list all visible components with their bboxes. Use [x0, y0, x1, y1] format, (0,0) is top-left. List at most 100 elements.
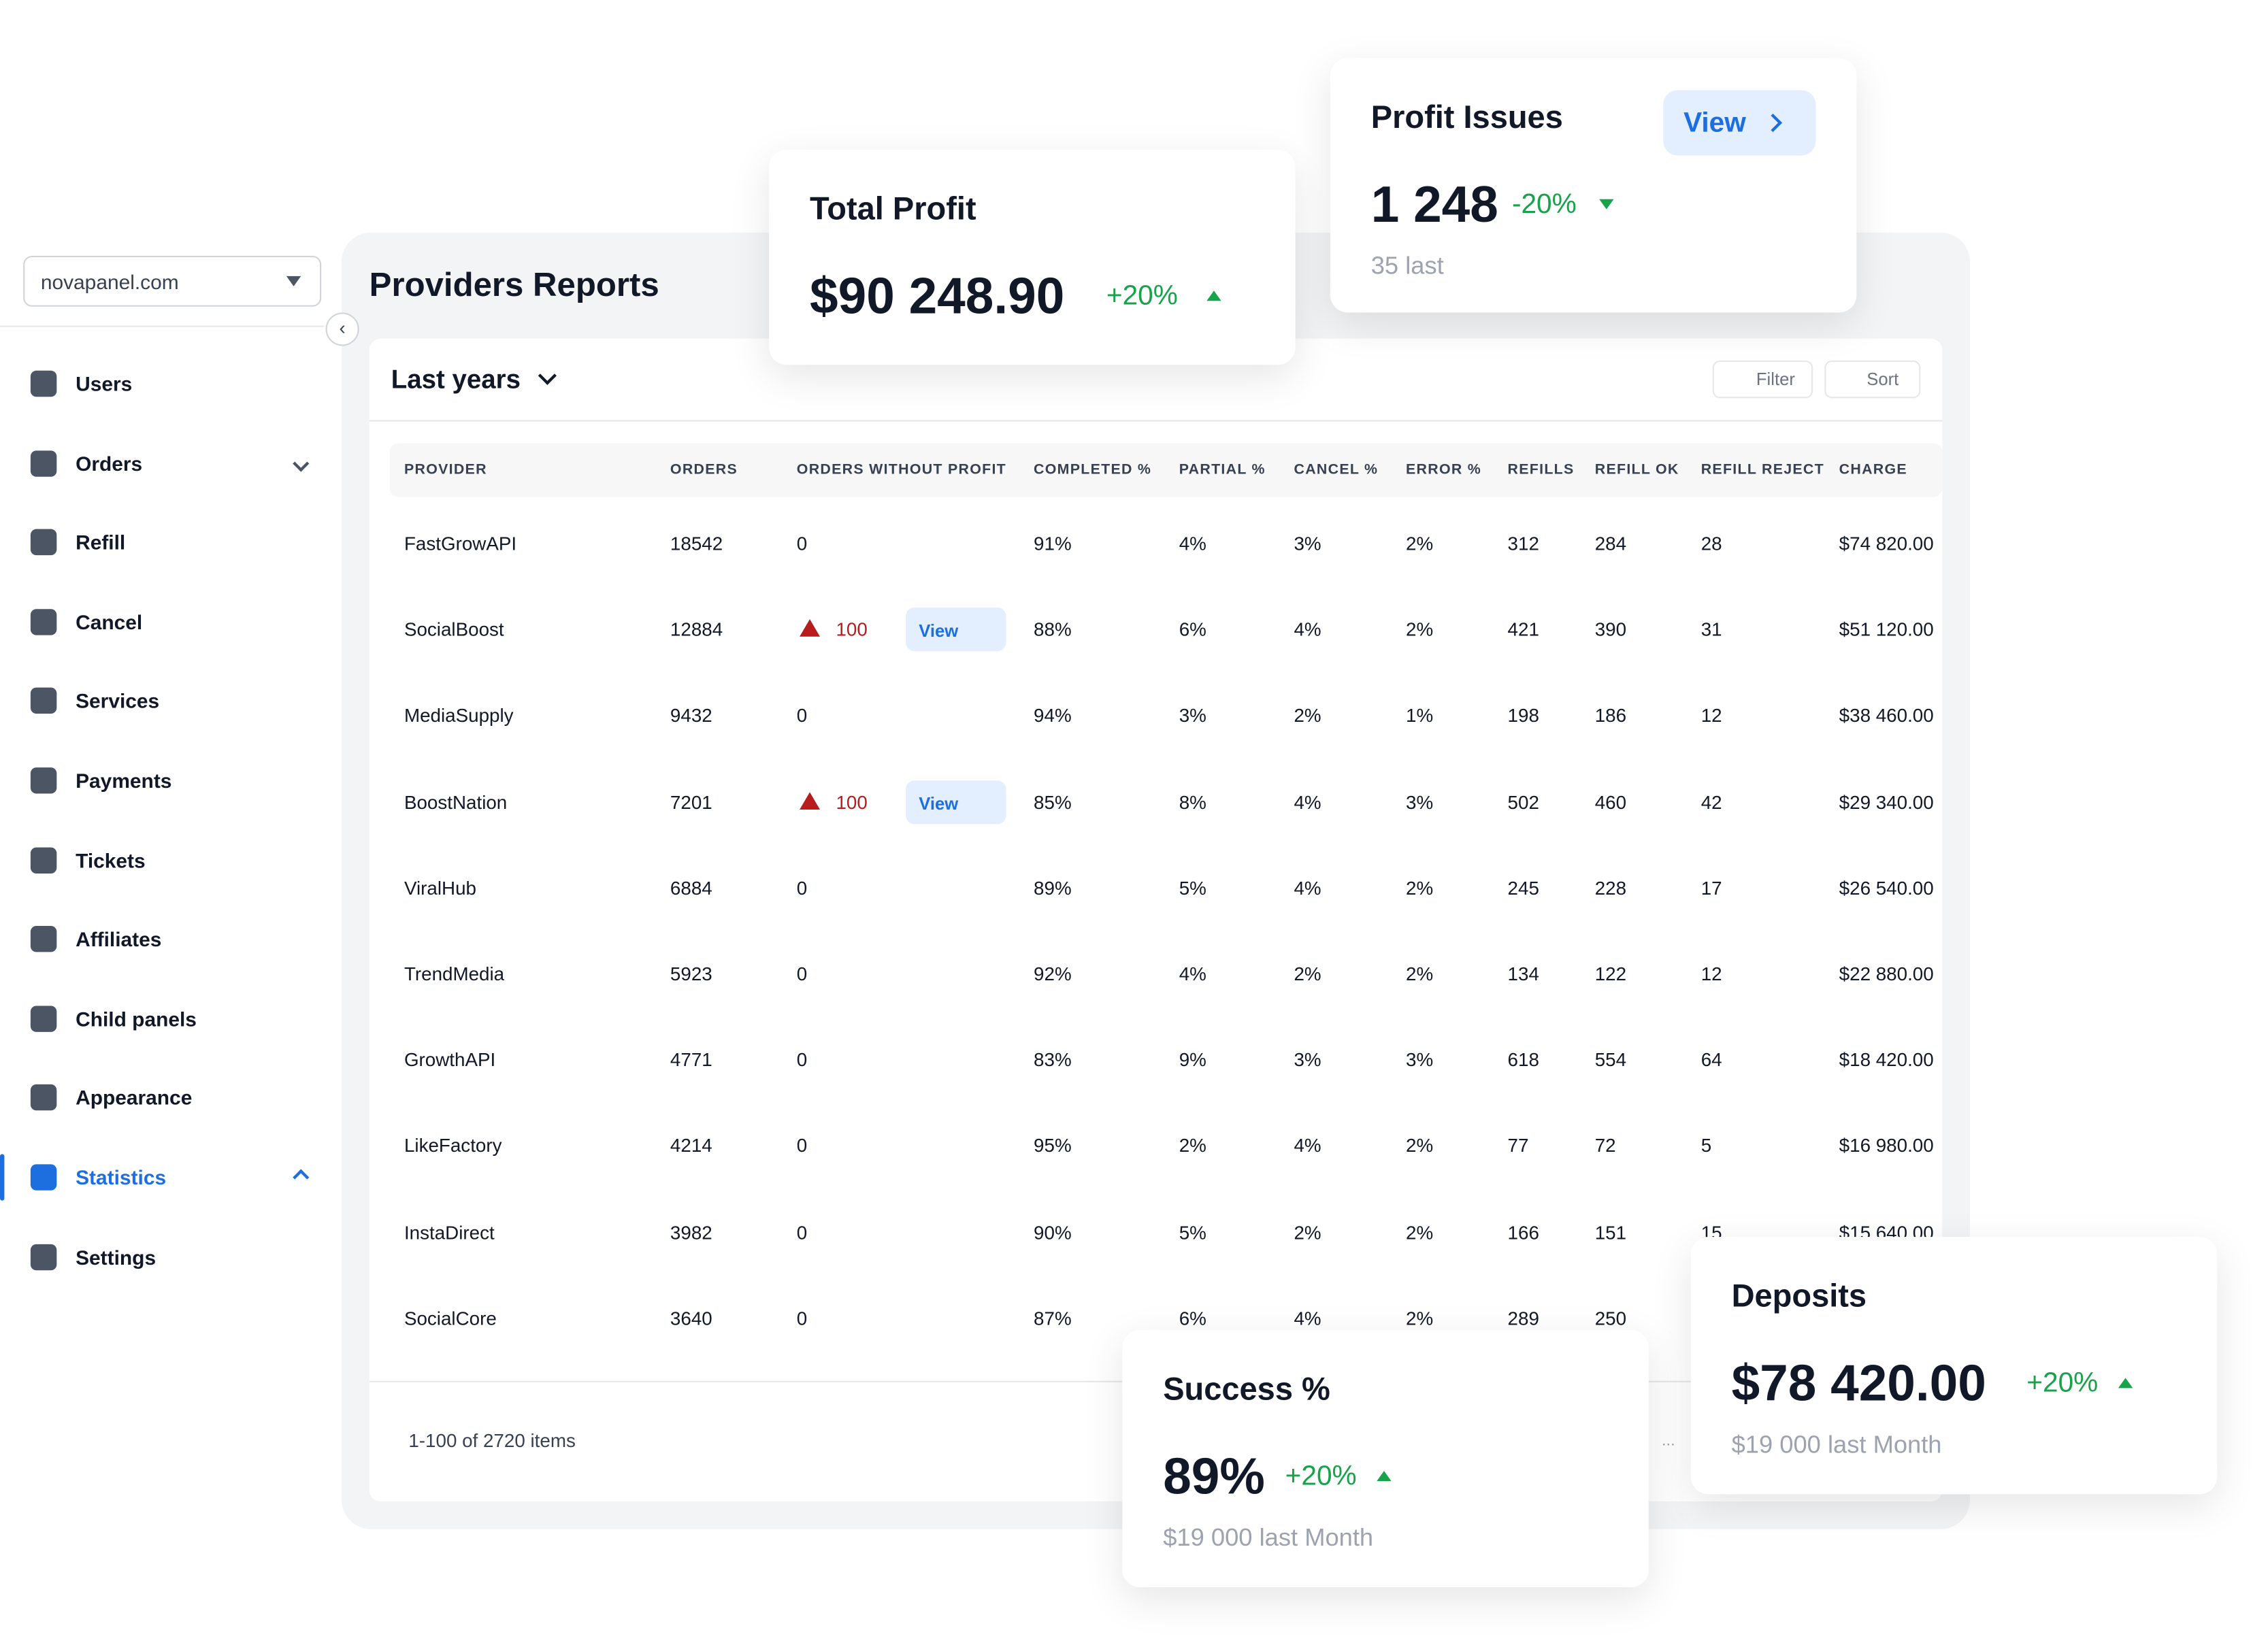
- table-cell: $51 120.00: [1839, 618, 1934, 641]
- menu-item[interactable]: Orders: [76, 451, 143, 475]
- table-cell: 250: [1594, 1307, 1627, 1329]
- stat-card: [1690, 1237, 2218, 1495]
- menu-icon: [30, 767, 57, 794]
- filter-button[interactable]: [1712, 360, 1813, 399]
- divider: [369, 420, 1943, 422]
- table-cell: 87%: [1034, 1307, 1072, 1329]
- menu-icon: [30, 608, 57, 635]
- table-cell: 2%: [1294, 963, 1321, 985]
- table-cell: 0: [796, 704, 808, 727]
- menu-item[interactable]: Statistics: [76, 1165, 167, 1189]
- table-cell: 4%: [1179, 533, 1206, 555]
- table-cell: InstaDirect: [404, 1220, 495, 1243]
- table-cell: 0: [796, 876, 808, 899]
- menu-icon: [30, 1084, 57, 1112]
- menu-item[interactable]: Child panels: [76, 1007, 197, 1031]
- menu-item[interactable]: Settings: [76, 1245, 157, 1269]
- view-button[interactable]: [906, 608, 1006, 652]
- filter-label: Filter: [1756, 369, 1795, 390]
- header-row: [389, 443, 1943, 497]
- table-cell: 42: [1700, 791, 1722, 813]
- card-note: 35 last: [1370, 252, 1444, 280]
- table-cell: 4771: [670, 1048, 712, 1071]
- menu-item[interactable]: Payments: [76, 769, 172, 793]
- menu-item[interactable]: Users: [76, 371, 133, 396]
- view-button[interactable]: [906, 780, 1006, 824]
- sort-button[interactable]: [1824, 360, 1921, 399]
- table-cell: 198: [1507, 704, 1539, 727]
- collapse-button[interactable]: ‹: [325, 312, 359, 346]
- column-header: PARTIAL %: [1179, 462, 1266, 478]
- domain-select[interactable]: [23, 256, 322, 307]
- table-cell: 618: [1507, 1048, 1539, 1071]
- table-cell: 31: [1700, 618, 1722, 641]
- column-header: CHARGE: [1839, 462, 1907, 478]
- page-title: Providers Reports: [369, 265, 659, 303]
- table-cell: 134: [1507, 963, 1539, 985]
- table-cell: 18542: [670, 533, 723, 555]
- table-cell: $22 880.00: [1839, 963, 1934, 985]
- trend-icon: [1599, 199, 1614, 210]
- table-cell: LikeFactory: [404, 1135, 502, 1157]
- table-cell: 3%: [1179, 704, 1206, 727]
- card-change: +20%: [1285, 1461, 1357, 1493]
- pagination-more[interactable]: ...: [1662, 1432, 1675, 1450]
- table-cell: 4%: [1294, 791, 1321, 813]
- pagination: 1-100 of 2720 items: [408, 1429, 576, 1452]
- table-cell: $18 420.00: [1839, 1048, 1934, 1071]
- card-title: Deposits: [1731, 1277, 1867, 1314]
- table-cell: 5%: [1179, 1220, 1206, 1243]
- domain-text: novapanel.com: [40, 270, 179, 294]
- table-cell: 92%: [1034, 963, 1072, 985]
- menu-item[interactable]: Tickets: [76, 848, 146, 872]
- table-cell: 1%: [1405, 704, 1434, 727]
- column-header: ERROR %: [1405, 462, 1482, 478]
- column-header: CANCEL %: [1294, 462, 1379, 478]
- table-cell: 77: [1507, 1135, 1529, 1157]
- table-cell: $74 820.00: [1839, 533, 1934, 555]
- menu-icon: [30, 688, 57, 714]
- column-header: REFILL OK: [1594, 462, 1679, 478]
- table-cell: 12: [1700, 704, 1722, 727]
- warning-icon: [800, 619, 820, 637]
- view-button[interactable]: [1663, 90, 1816, 156]
- card-title: Profit Issues: [1370, 99, 1563, 135]
- column-header: REFILL REJECT: [1700, 462, 1825, 478]
- menu-icon: [30, 1243, 57, 1270]
- table-cell: 4%: [1294, 618, 1321, 641]
- view-label[interactable]: View: [919, 793, 959, 814]
- menu-item[interactable]: Affiliates: [76, 927, 162, 951]
- menu-item[interactable]: Services: [76, 689, 160, 713]
- table-cell: 6%: [1179, 1307, 1206, 1329]
- card-value: $78 420.00: [1731, 1355, 1986, 1412]
- menu-item[interactable]: Refill: [76, 531, 126, 554]
- table-cell: 90%: [1034, 1220, 1072, 1243]
- table-cell: 4%: [1294, 876, 1321, 899]
- period-select[interactable]: Last years: [391, 365, 521, 394]
- table-cell: 228: [1594, 876, 1627, 899]
- table-cell: 0: [796, 533, 808, 555]
- table-cell: 2%: [1179, 1135, 1206, 1157]
- table-cell: 2%: [1405, 618, 1434, 641]
- table-cell: ViralHub: [404, 876, 476, 899]
- card-title: Total Profit: [810, 190, 976, 227]
- table-cell: 554: [1594, 1048, 1627, 1071]
- menu-icon: [30, 1006, 57, 1032]
- view-label[interactable]: View: [1683, 108, 1746, 139]
- table-cell: 0: [796, 963, 808, 985]
- column-header: ORDERS: [670, 462, 738, 478]
- sort-label: Sort: [1867, 369, 1899, 390]
- table-cell: 3%: [1294, 1048, 1321, 1071]
- table-cell: 5923: [670, 963, 712, 985]
- view-label[interactable]: View: [919, 620, 959, 642]
- menu-item[interactable]: Appearance: [76, 1086, 193, 1110]
- sidebar-divider: [0, 325, 325, 327]
- table-cell: 3%: [1294, 533, 1321, 555]
- table-cell: 2%: [1405, 963, 1434, 985]
- menu-item[interactable]: Cancel: [76, 610, 143, 634]
- table-cell: 3%: [1405, 791, 1434, 813]
- table-card: [369, 338, 1943, 1502]
- table-cell: 85%: [1034, 791, 1072, 813]
- table-cell: 502: [1507, 791, 1539, 813]
- table-cell: 0: [796, 1048, 808, 1071]
